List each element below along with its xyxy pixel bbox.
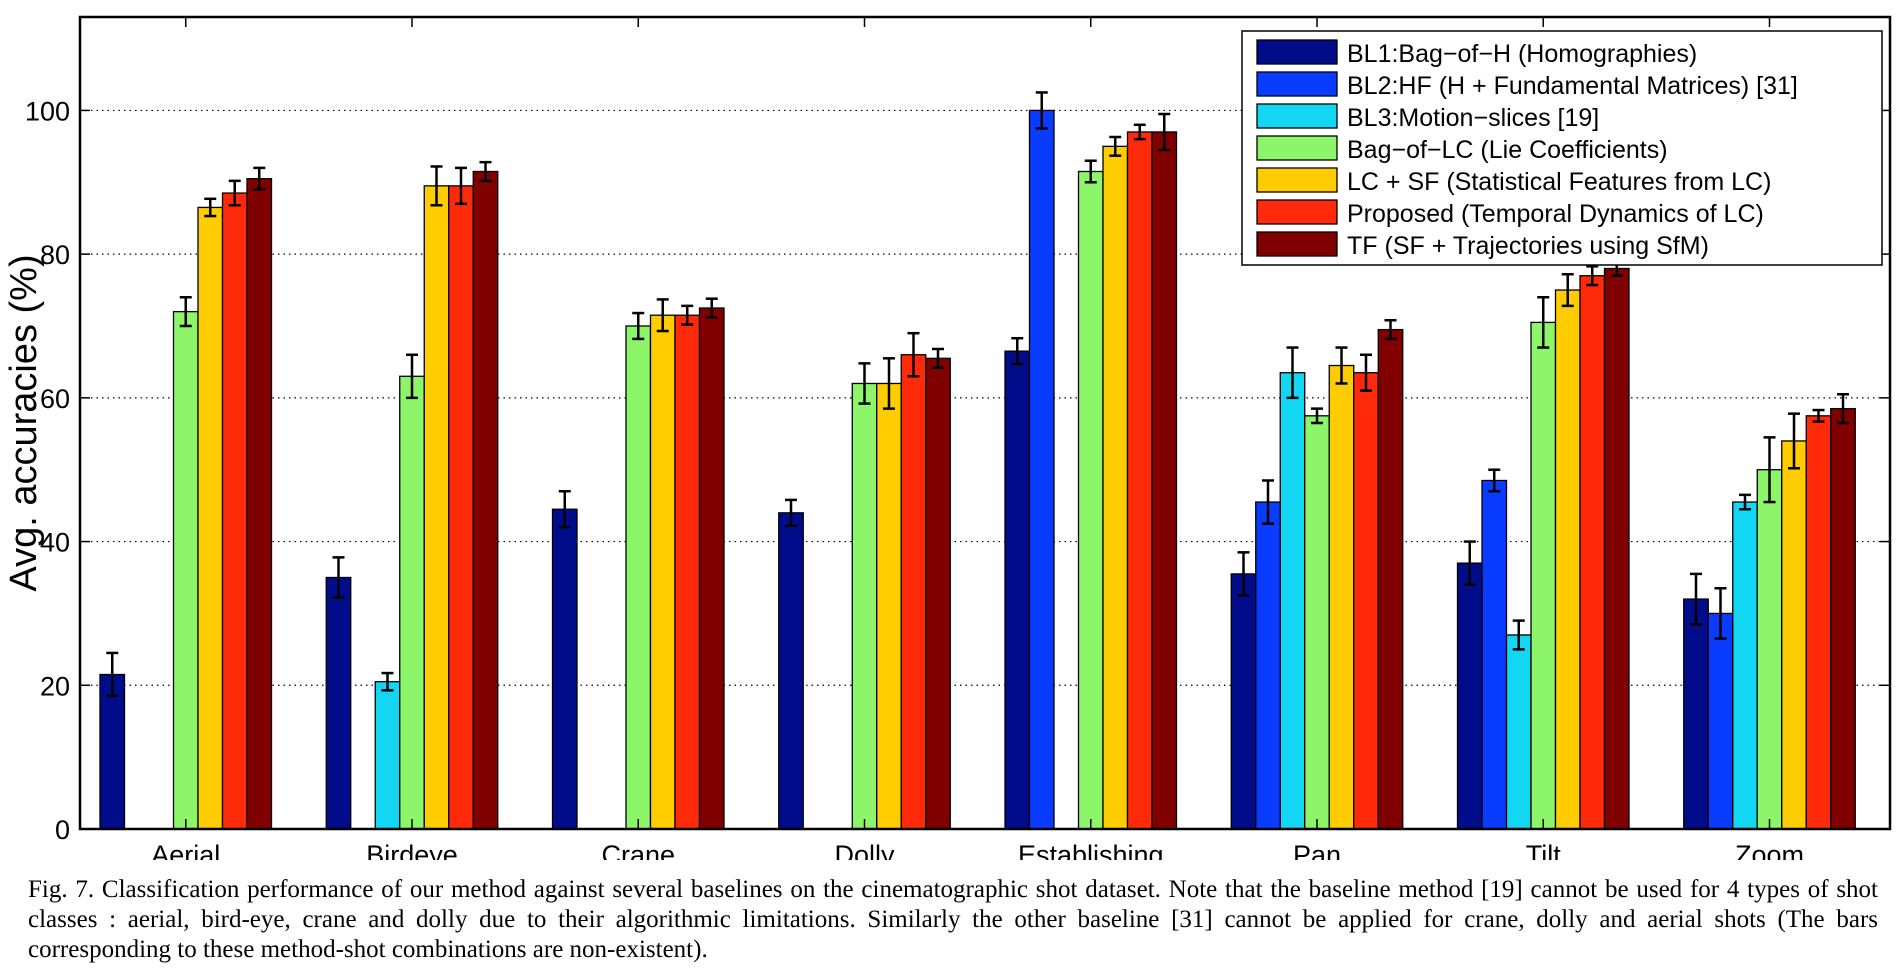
bar [900, 354, 927, 830]
y-tick-label: 80 [40, 240, 70, 270]
bar [778, 512, 804, 830]
y-tick-label: 20 [40, 671, 70, 701]
bar [246, 178, 273, 830]
legend-label: BL2:HF (H + Fundamental Matrices) [31] [1347, 72, 1798, 100]
legend-swatch [1256, 199, 1338, 225]
x-tick-label: Dolly [834, 840, 895, 860]
bar [399, 375, 425, 830]
bar [1279, 372, 1306, 830]
legend-swatch [1256, 71, 1338, 97]
bar [1603, 267, 1630, 830]
y-tick-label: 0 [55, 815, 70, 845]
x-tick-label: Crane [601, 840, 675, 860]
bar [172, 310, 199, 830]
bar [374, 681, 401, 830]
bar [876, 382, 902, 830]
bar [423, 185, 450, 830]
bar-chart: 0 20 40 60 80 100 Aerial Birdeye Crane Dolly Estab… [3, 15, 1892, 860]
legend-label: Bag−of−LC (Lie Coefficients) [1347, 136, 1668, 164]
legend-label: LC + SF (Statistical Features from LC) [1347, 168, 1771, 196]
legend-label: Proposed (Temporal Dynamics of LC) [1347, 200, 1764, 228]
bar [1830, 407, 1856, 830]
bar [1353, 372, 1379, 830]
y-axis-label: Avg. accuracies (%) [3, 254, 45, 591]
x-tick-label: Zoom [1735, 840, 1804, 860]
bar [1756, 469, 1783, 830]
legend-swatch [1256, 39, 1338, 65]
legend-swatch [1256, 135, 1338, 161]
bar [325, 576, 352, 830]
y-tick-label: 100 [25, 96, 70, 126]
legend-swatch [1256, 231, 1338, 257]
bar [625, 325, 652, 830]
bar [1456, 562, 1483, 830]
bar [1683, 598, 1709, 830]
legend-swatch [1256, 103, 1338, 129]
y-tick-label: 60 [40, 384, 70, 414]
legend-box [1241, 30, 1883, 266]
bar [221, 192, 248, 830]
bar [1805, 415, 1832, 830]
bar [1004, 350, 1031, 830]
bar [1102, 145, 1129, 830]
bar [99, 673, 126, 830]
plot-frame [78, 15, 1892, 831]
bar [925, 357, 951, 830]
x-tick-label: Tilt [1526, 840, 1561, 860]
legend-swatch [1256, 167, 1338, 193]
x-tick-label: Pan [1293, 840, 1341, 860]
bar [1255, 501, 1281, 830]
legend-label: BL3:Motion−slices [19] [1347, 104, 1599, 132]
bar [698, 307, 725, 830]
bar [1151, 131, 1178, 830]
bar [1781, 440, 1807, 830]
bar [1077, 170, 1104, 830]
x-tick-label: Aerial [151, 840, 220, 860]
bar [1707, 612, 1734, 830]
y-tick-label: 40 [40, 528, 70, 558]
bar [649, 314, 676, 830]
figure-caption: Fig. 7. Classification performance of ou… [28, 876, 1878, 963]
bar [1579, 275, 1606, 830]
bar [1126, 131, 1153, 830]
bar [1028, 109, 1055, 830]
bar [1554, 289, 1581, 830]
bar [448, 185, 474, 830]
legend-label: BL1:Bag−of−H (Homographies) [1347, 40, 1697, 68]
bar [1530, 321, 1557, 830]
bar [551, 508, 578, 830]
bar [1328, 364, 1355, 830]
bar [472, 170, 499, 830]
x-tick-label: Establishing [1018, 840, 1164, 860]
bar [1481, 479, 1508, 830]
bar [674, 314, 701, 830]
x-tick-label: Birdeye [366, 840, 458, 860]
bar [1377, 328, 1404, 830]
bar [1505, 634, 1532, 830]
bar [1732, 501, 1758, 830]
bar [1304, 415, 1330, 830]
bar [197, 206, 224, 830]
bar [1230, 573, 1257, 830]
legend-label: TF (SF + Trajectories using SfM) [1347, 232, 1709, 260]
bar [851, 382, 878, 830]
